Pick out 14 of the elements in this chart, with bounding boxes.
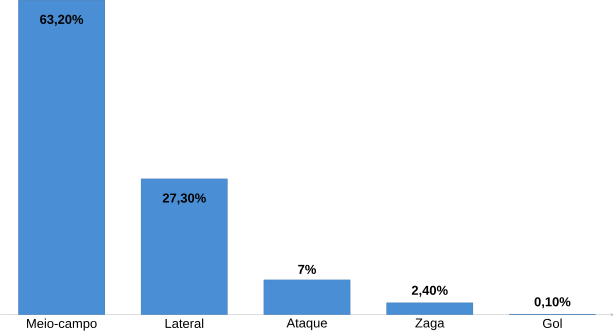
bar [264, 280, 350, 315]
x-tick-label: Meio-campo [27, 318, 97, 331]
data-label: 0,10% [534, 297, 570, 308]
data-label: 63,20% [40, 14, 84, 26]
data-label: 7% [298, 264, 316, 274]
data-label: 2,40% [412, 286, 448, 297]
x-tick-label: Gol [543, 318, 562, 328]
x-tick-label: Ataque [286, 318, 327, 330]
bar [140, 178, 228, 315]
bar [386, 302, 473, 315]
x-tick-label: Zaga [415, 318, 444, 330]
bar [18, 0, 105, 315]
data-label: 27,30% [162, 193, 206, 204]
x-tick-label: Lateral [166, 318, 204, 328]
